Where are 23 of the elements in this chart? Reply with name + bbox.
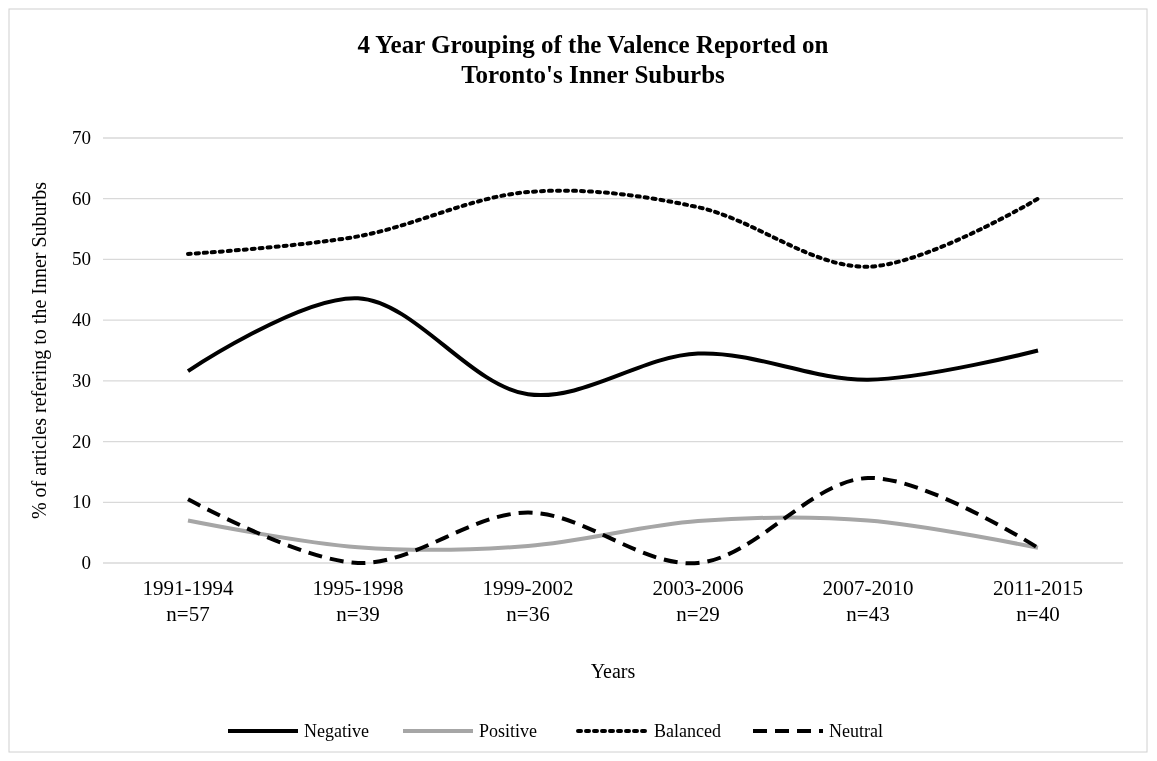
y-tick-label: 10 — [72, 491, 91, 513]
x-tick-label: 2007-2010 n=43 — [822, 576, 914, 626]
legend-label: Positive — [479, 721, 538, 741]
x-tick-label: 1991-1994 n=57 — [142, 576, 234, 626]
line-series — [186, 296, 1040, 397]
legend-label: Negative — [304, 721, 369, 741]
y-tick-label: 50 — [72, 248, 91, 270]
x-tick-label: 1999-2002 n=36 — [482, 576, 574, 626]
x-tick-label: 2003-2006 n=29 — [652, 576, 744, 626]
y-tick-label: 40 — [72, 309, 91, 331]
legend-label: Balanced — [654, 721, 721, 741]
y-tick-label: 20 — [72, 430, 91, 452]
line-series — [186, 476, 1040, 566]
y-tick-label: 70 — [72, 127, 91, 148]
y-tick-label: 60 — [72, 187, 91, 209]
x-axis-title: Years — [590, 660, 636, 682]
x-tick-label: 1995-1998 n=39 — [312, 576, 404, 626]
y-tick-label: 30 — [72, 369, 91, 391]
chart-title: 4 Year Grouping of the Valence Reported on Toronto's Inner Suburbs — [357, 31, 829, 88]
y-axis-title: % of articles refering to the Inner Suburbs — [28, 181, 51, 520]
y-tick-label: 0 — [81, 552, 91, 573]
legend-label: Neutral — [829, 721, 883, 741]
x-tick-label: 2011-2015 n=40 — [992, 576, 1084, 626]
